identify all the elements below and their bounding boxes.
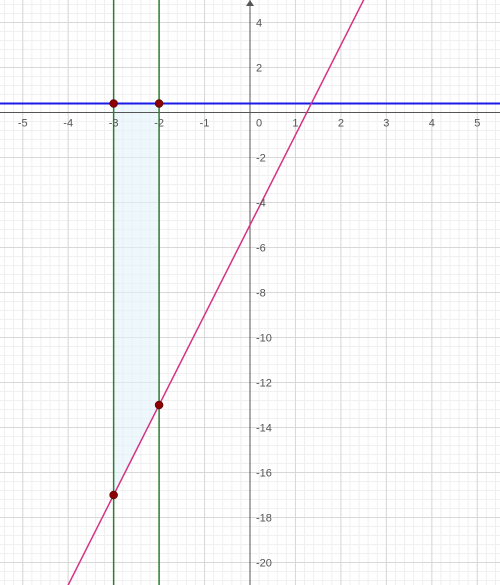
svg-text:-12: -12 bbox=[256, 378, 272, 390]
svg-text:-1: -1 bbox=[200, 118, 210, 130]
svg-text:1: 1 bbox=[292, 118, 298, 130]
svg-text:-2: -2 bbox=[256, 153, 266, 165]
chart-canvas: -5-4-3-2-112345-20-18-16-14-12-10-8-6-4-… bbox=[0, 0, 500, 585]
svg-text:-16: -16 bbox=[256, 468, 272, 480]
svg-text:5: 5 bbox=[474, 118, 480, 130]
svg-text:2: 2 bbox=[338, 118, 344, 130]
svg-text:-4: -4 bbox=[63, 118, 73, 130]
svg-text:-14: -14 bbox=[256, 423, 272, 435]
svg-text:4: 4 bbox=[429, 118, 435, 130]
svg-text:4: 4 bbox=[256, 18, 262, 30]
graph-plot: -5-4-3-2-112345-20-18-16-14-12-10-8-6-4-… bbox=[0, 0, 500, 585]
svg-text:-20: -20 bbox=[256, 558, 272, 570]
svg-text:2: 2 bbox=[256, 63, 262, 75]
svg-text:-2: -2 bbox=[154, 118, 164, 130]
svg-text:-10: -10 bbox=[256, 333, 272, 345]
svg-text:-3: -3 bbox=[109, 118, 119, 130]
svg-text:-5: -5 bbox=[18, 118, 28, 130]
svg-text:-4: -4 bbox=[256, 198, 266, 210]
svg-text:-6: -6 bbox=[256, 243, 266, 255]
svg-text:3: 3 bbox=[383, 118, 389, 130]
svg-text:-8: -8 bbox=[256, 288, 266, 300]
svg-text:0: 0 bbox=[256, 118, 262, 130]
svg-text:-18: -18 bbox=[256, 513, 272, 525]
